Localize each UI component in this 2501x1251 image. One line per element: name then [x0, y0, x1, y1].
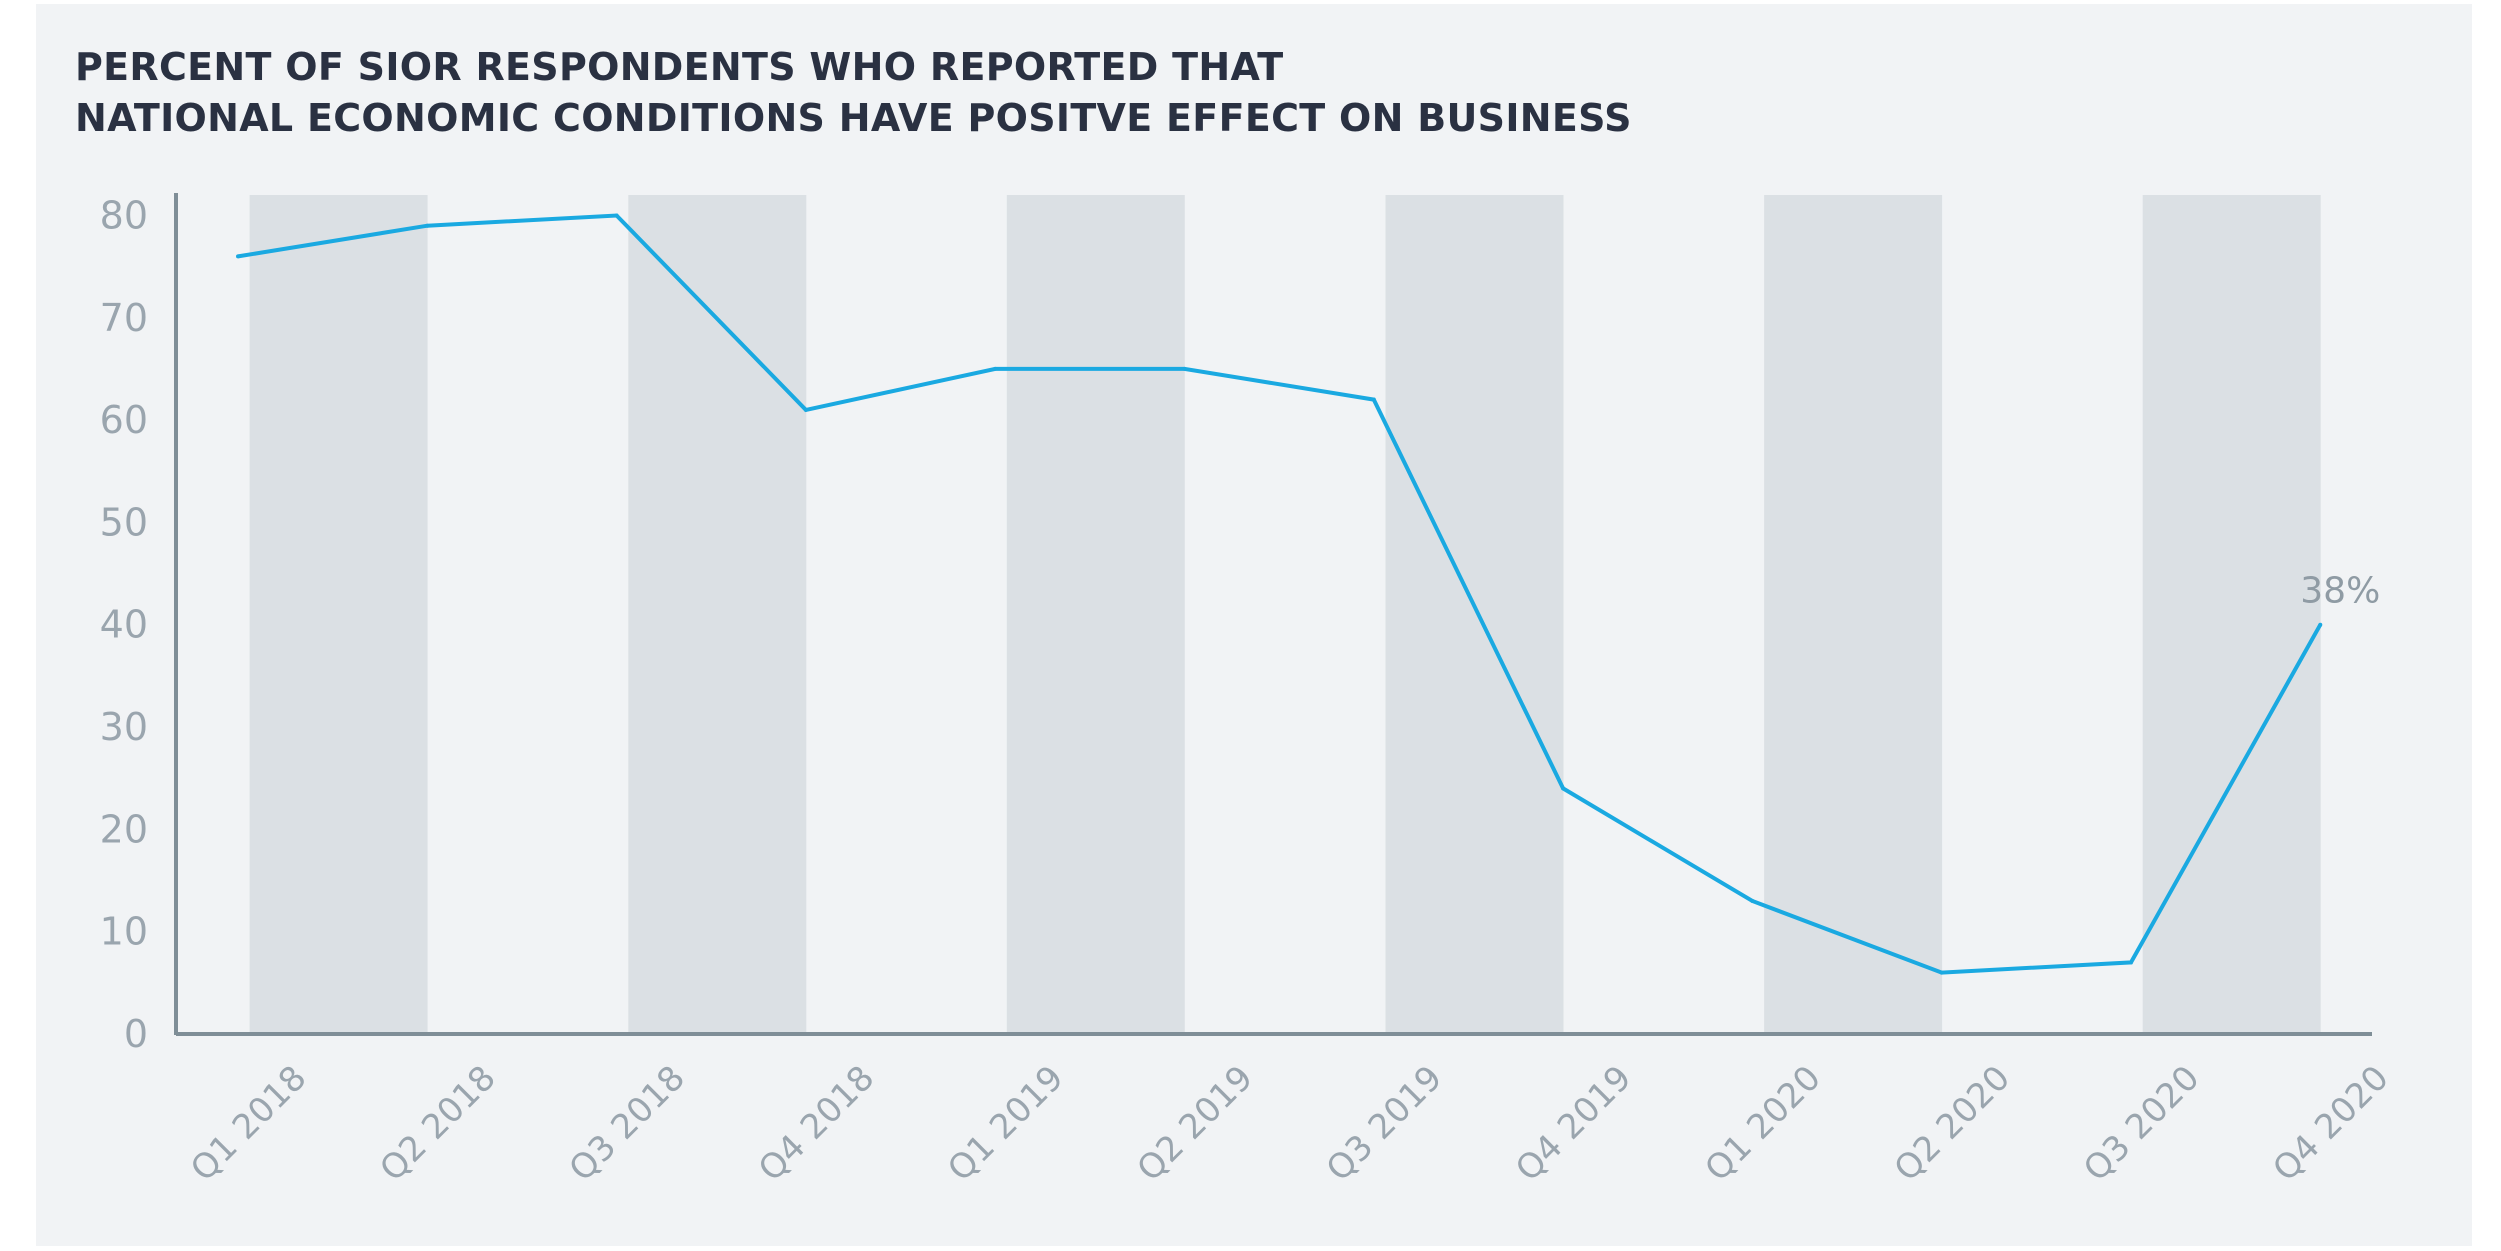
x-tick-label: Q1 2020: [1697, 1058, 1828, 1189]
background-band: [1006, 195, 1185, 1034]
y-tick-label: 50: [100, 500, 148, 544]
y-tick-label: 60: [100, 398, 148, 442]
data-point: [236, 254, 240, 259]
x-tick-label: Q4 2020: [2265, 1058, 2396, 1189]
y-tick-label: 80: [100, 194, 148, 238]
y-tick-label: 40: [100, 603, 148, 647]
chart-title-line-2: NATIONAL ECONOMIC CONDITIONS HAVE POSITV…: [75, 96, 1632, 140]
x-tick-label: Q4 2019: [1508, 1058, 1639, 1189]
background-band: [249, 195, 428, 1034]
chart-title: PERCENT OF SIOR RESPONDENTS WHO REPORTED…: [75, 42, 1632, 144]
y-tick-label: 0: [124, 1012, 148, 1056]
chart-panel: [36, 4, 2472, 1246]
x-tick-label: Q1 2019: [940, 1058, 1071, 1189]
data-point: [425, 223, 430, 228]
y-tick-label: 10: [100, 910, 148, 954]
series-line: [237, 213, 2323, 975]
x-tick-label: Q2 2020: [1887, 1058, 2018, 1189]
chart-title-line-1: PERCENT OF SIOR RESPONDENTS WHO REPORTED…: [75, 45, 1284, 89]
data-point: [1750, 899, 1755, 903]
data-point: [1939, 970, 1944, 975]
background-band: [1385, 195, 1564, 1034]
y-tick-label: 30: [100, 705, 148, 749]
data-point: [2129, 960, 2133, 965]
x-tick-label: Q2 2019: [1130, 1058, 1261, 1189]
y-tick-label: 20: [100, 807, 148, 851]
x-tick-label: Q3 2019: [1319, 1058, 1450, 1189]
data-point: [614, 213, 619, 218]
x-tick-label: Q3 2018: [562, 1058, 693, 1189]
data-point: [2318, 622, 2323, 627]
data-point: [1561, 786, 1566, 791]
data-point: [993, 366, 998, 371]
background-band: [2142, 195, 2321, 1034]
x-tick-label: Q3 2020: [2076, 1058, 2207, 1189]
data-label-last: 38%: [2300, 571, 2380, 612]
x-tick-label: Q4 2018: [751, 1058, 882, 1189]
background-band: [1764, 195, 1943, 1034]
x-tick-label: Q1 2018: [183, 1058, 314, 1189]
background-band: [628, 195, 807, 1034]
data-point: [1182, 366, 1187, 371]
data-point: [1371, 397, 1376, 402]
y-tick-label: 70: [100, 296, 148, 340]
data-point: [803, 407, 808, 412]
x-tick-label: Q2 2018: [372, 1058, 503, 1189]
